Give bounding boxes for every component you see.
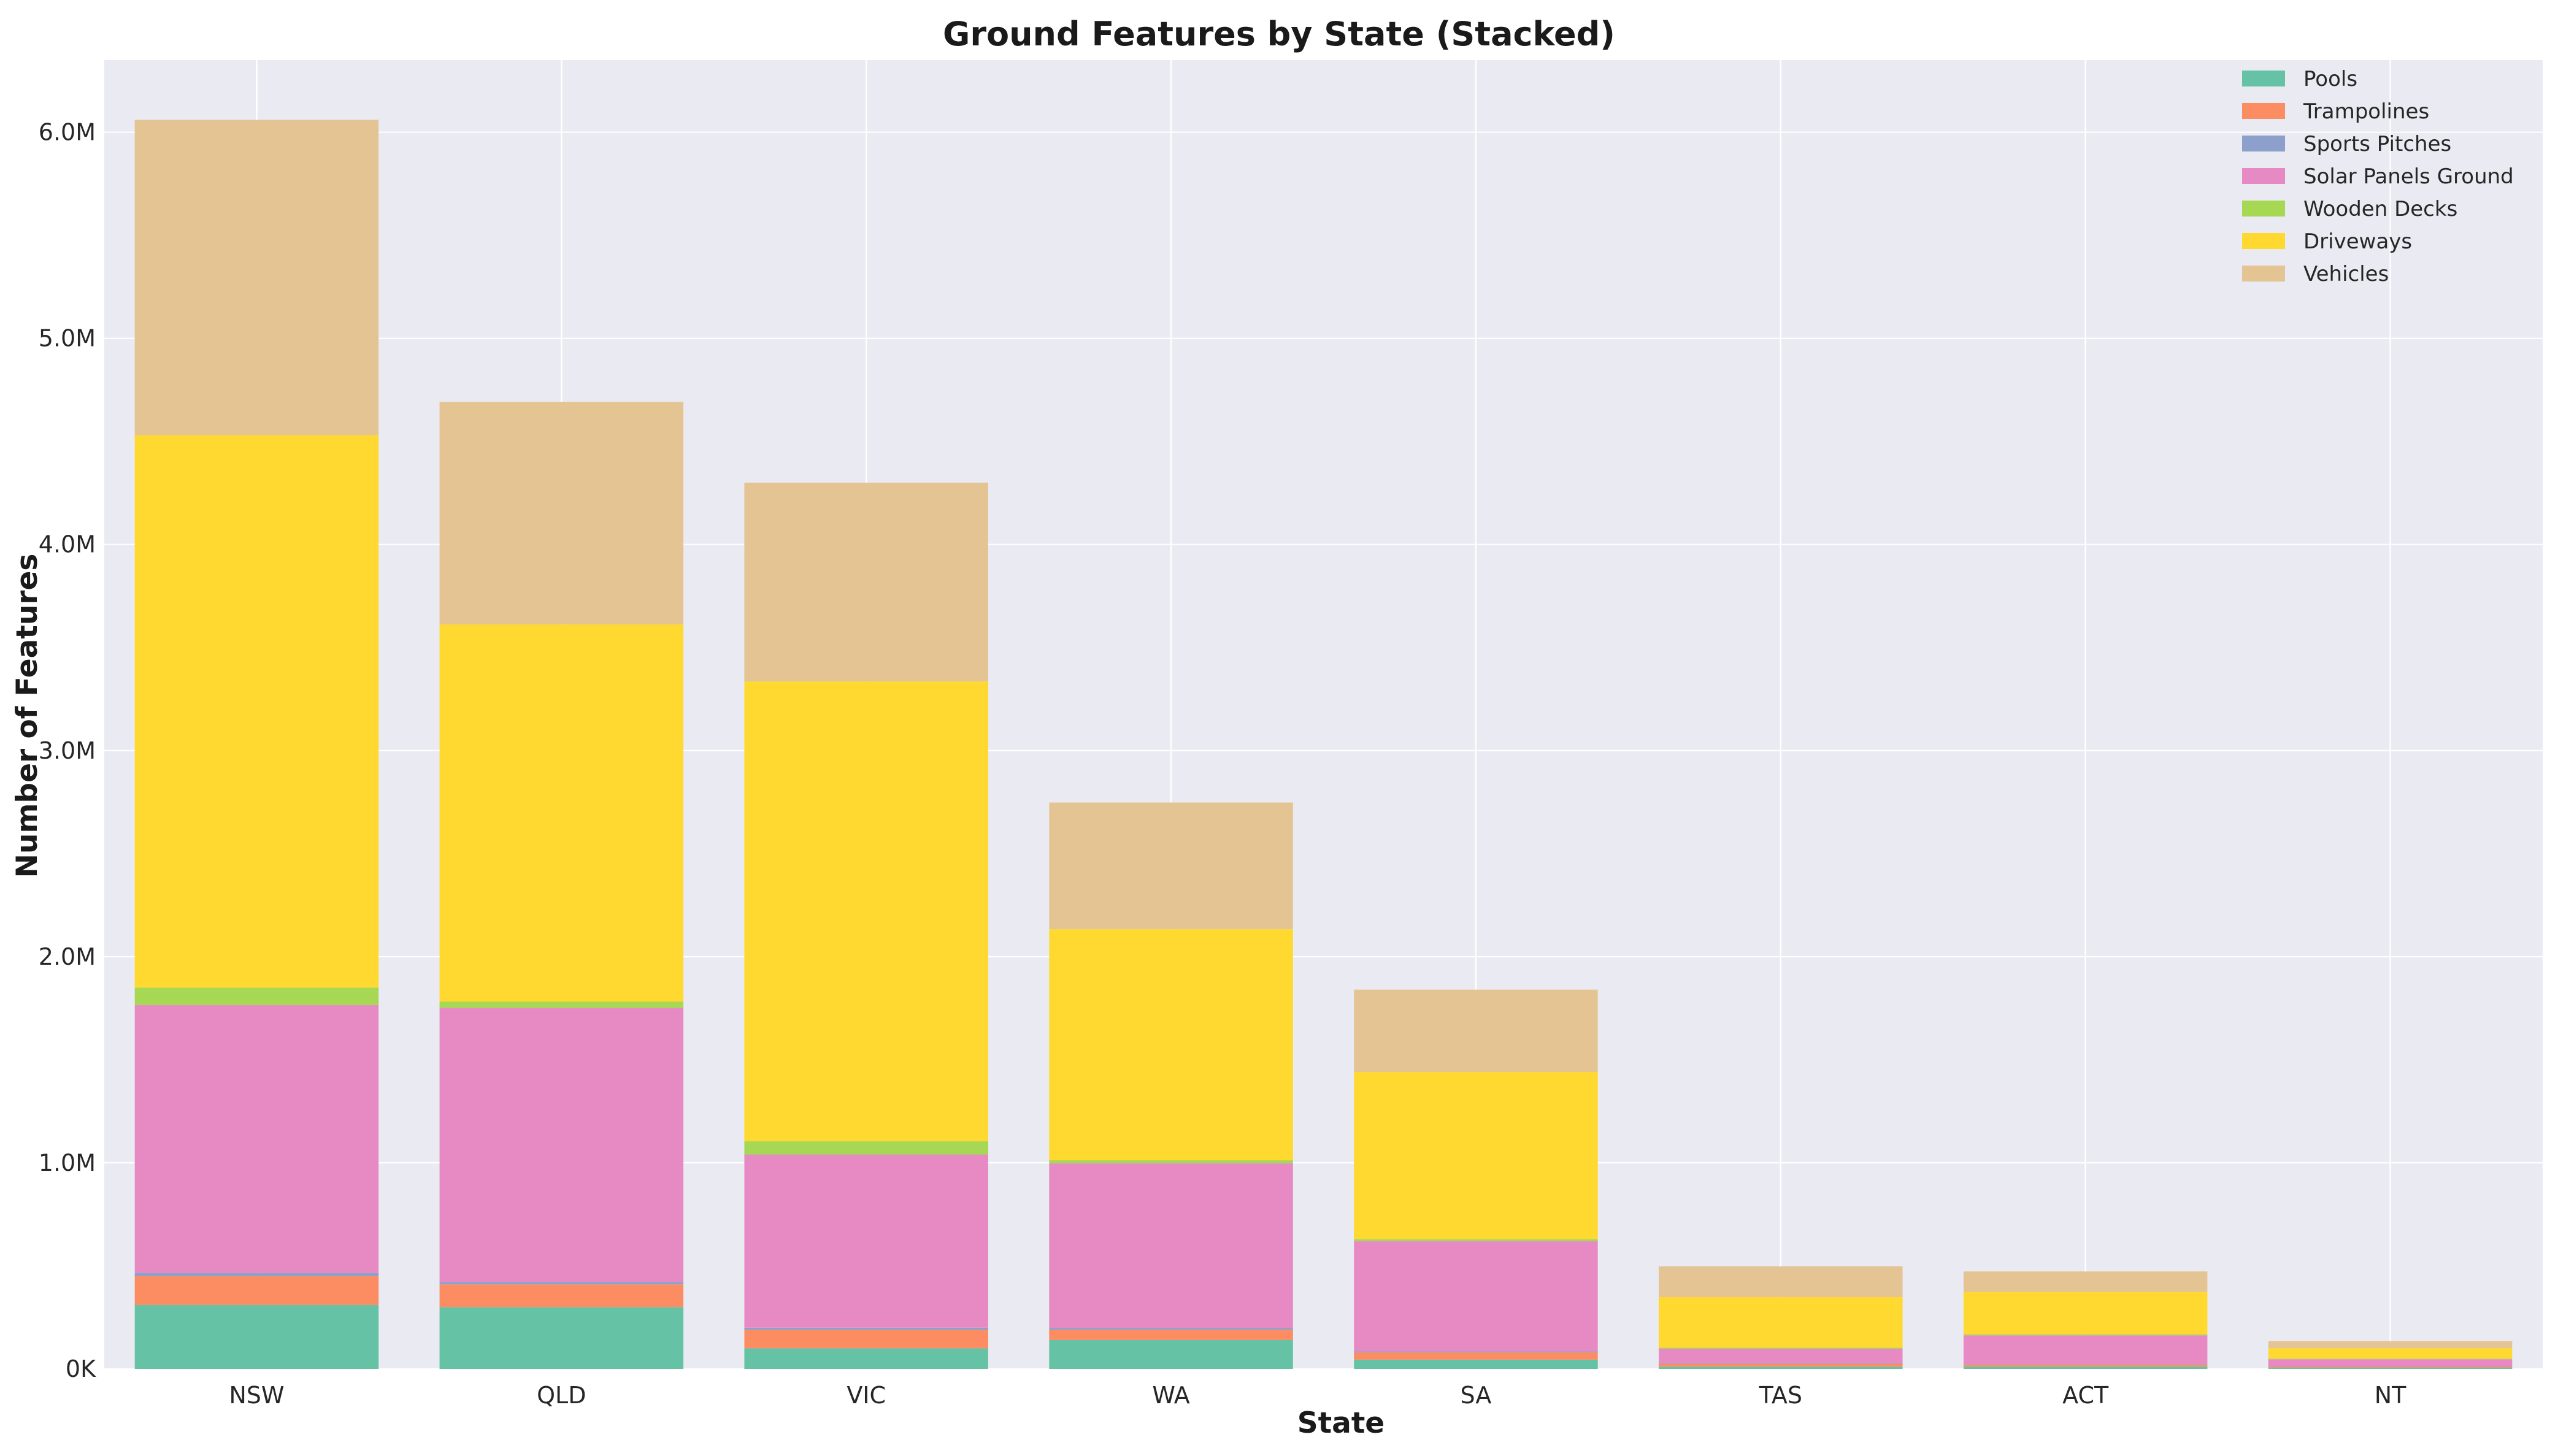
x-tick-label: VIC [847,1382,886,1409]
legend-swatch [2242,71,2285,86]
bar-tas-solar-panels-ground [1659,1349,1903,1363]
bar-wa-solar-panels-ground [1049,1163,1293,1328]
legend-label: Wooden Decks [2303,197,2457,221]
bar-nt-wooden-decks [2268,1358,2513,1360]
bar-sa-trampolines [1354,1352,1598,1360]
bar-tas-pools [1659,1366,1903,1369]
bar-vic-wooden-decks [744,1141,988,1155]
bar-vic-driveways [744,681,988,1141]
bar-tas-wooden-decks [1659,1347,1903,1349]
y-axis-label: Number of Features [10,554,44,878]
y-tick-label: 2.0M [39,943,96,970]
bar-qld-driveways [439,624,684,1002]
x-tick-label: NT [2375,1382,2406,1409]
legend-label: Driveways [2303,229,2412,254]
bar-wa-trampolines [1049,1330,1293,1340]
bar-vic-solar-panels-ground [744,1154,988,1328]
bar-wa-vehicles [1049,802,1293,930]
bar-wa-wooden-decks [1049,1160,1293,1163]
bar-wa-sports-pitches [1049,1328,1293,1330]
bar-nt-vehicles [2268,1341,2513,1349]
legend-swatch [2242,136,2285,151]
bar-sa-wooden-decks [1354,1239,1598,1241]
y-tick-label: 6.0M [39,119,96,146]
bar-act-driveways [1963,1292,2208,1335]
x-tick-label: TAS [1759,1382,1802,1409]
bar-nsw-vehicles [134,120,379,435]
x-tick-label: WA [1152,1382,1190,1409]
bar-act-vehicles [1963,1271,2208,1292]
x-tick-labels: NSW QLD VIC WA SA TAS ACT NT [229,1382,2406,1409]
legend-label: Trampolines [2303,99,2429,124]
bar-nt-trampolines [2268,1366,2513,1368]
bar-act-pools [1963,1366,2208,1369]
x-tick-label: NSW [229,1382,284,1409]
bar-act-solar-panels-ground [1963,1335,2208,1365]
bar-tas-vehicles [1659,1266,1903,1298]
bar-nt-sports-pitches [2268,1366,2513,1367]
bar-nsw-driveways [134,435,379,988]
bar-wa-driveways [1049,929,1293,1160]
bar-nt-pools [2268,1368,2513,1369]
bar-act-sports-pitches [1963,1364,2208,1365]
bar-nt-driveways [2268,1348,2513,1359]
bar-vic-pools [744,1348,988,1369]
chart-title: Ground Features by State (Stacked) [943,15,1615,53]
y-tick-label: 1.0M [39,1149,96,1176]
bar-vic-vehicles [744,482,988,682]
y-tick-label: 3.0M [39,737,96,764]
x-axis-label: State [1297,1406,1385,1440]
bar-wa-pools [1049,1339,1293,1369]
bar-sa-solar-panels-ground [1354,1241,1598,1352]
bar-nsw-wooden-decks [134,987,379,1005]
x-tick-label: SA [1461,1382,1492,1409]
x-tick-label: QLD [537,1382,586,1409]
bar-nsw-sports-pitches [134,1273,379,1276]
y-tick-label: 5.0M [39,325,96,352]
legend-label: Sports Pitches [2303,132,2451,156]
bar-nsw-solar-panels-ground [134,1005,379,1273]
bar-nsw-trampolines [134,1276,379,1305]
bar-act-wooden-decks [1963,1334,2208,1336]
x-tick-label: ACT [2062,1382,2109,1409]
bar-qld-vehicles [439,402,684,625]
bar-sa-vehicles [1354,989,1598,1073]
bar-sa-driveways [1354,1072,1598,1240]
y-tick-labels: 0K 1.0M 2.0M 3.0M 4.0M 5.0M 6.0M [39,119,96,1382]
legend-label: Pools [2303,67,2357,91]
bar-act-trampolines [1963,1365,2208,1367]
bar-vic-trampolines [744,1330,988,1349]
y-tick-label: 4.0M [39,531,96,558]
bar-qld-wooden-decks [439,1002,684,1008]
bar-tas-trampolines [1659,1363,1903,1367]
bar-sa-sports-pitches [1354,1351,1598,1353]
bar-qld-sports-pitches [439,1282,684,1285]
legend-label: Solar Panels Ground [2303,164,2514,189]
bars [134,120,2513,1369]
bar-tas-driveways [1659,1297,1903,1348]
bar-nsw-pools [134,1305,379,1369]
bar-qld-pools [439,1307,684,1369]
legend-swatch [2242,103,2285,119]
legend-label: Vehicles [2303,262,2389,286]
bar-sa-pools [1354,1359,1598,1369]
bar-qld-trampolines [439,1284,684,1308]
bar-nt-solar-panels-ground [2268,1359,2513,1366]
legend: Pools Trampolines Sports Pitches Solar Pane… [2242,67,2514,286]
bar-qld-solar-panels-ground [439,1008,684,1282]
legend-swatch [2242,266,2285,282]
legend-swatch [2242,233,2285,249]
legend-swatch [2242,168,2285,184]
bar-vic-sports-pitches [744,1327,988,1330]
y-tick-label: 0K [66,1355,96,1382]
legend-swatch [2242,201,2285,216]
bar-tas-sports-pitches [1659,1363,1903,1364]
